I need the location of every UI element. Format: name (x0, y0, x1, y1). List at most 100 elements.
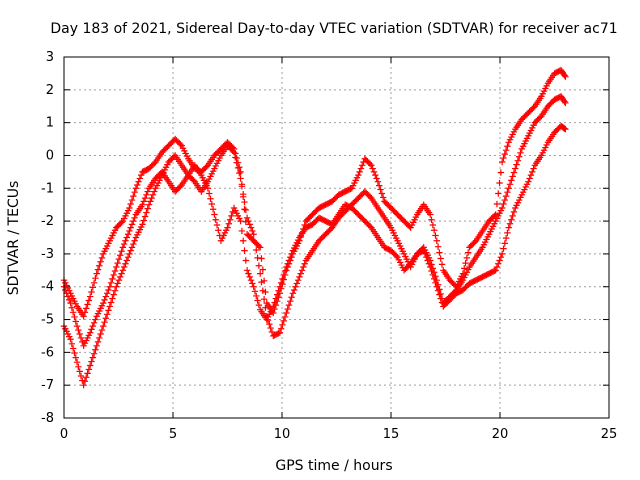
data-point (504, 229, 511, 237)
data-point (438, 261, 446, 268)
data-point (368, 162, 375, 169)
data-point (437, 255, 444, 262)
data-point (369, 165, 376, 172)
data-point (241, 198, 248, 206)
data-point (106, 303, 113, 310)
data-point (493, 263, 501, 271)
data-point (279, 275, 286, 283)
data-point (561, 98, 568, 105)
data-point (500, 245, 507, 252)
data-point (292, 283, 299, 290)
data-point (118, 219, 125, 226)
data-point (287, 253, 294, 261)
data-point (275, 287, 282, 294)
data-point (255, 262, 263, 269)
data-point (506, 220, 514, 227)
data-point (259, 266, 267, 273)
data-point (526, 175, 533, 182)
data-point (268, 328, 276, 336)
data-point (237, 168, 244, 176)
data-point (75, 363, 82, 371)
y-tick-label: -5 (41, 313, 54, 328)
data-point (72, 354, 79, 361)
x-axis-label: GPS time / hours (275, 458, 392, 474)
data-point (110, 271, 117, 279)
data-point (246, 221, 253, 228)
data-point (84, 301, 91, 308)
data-point (90, 350, 98, 357)
data-point (247, 276, 255, 284)
data-point (562, 126, 569, 133)
data-point (134, 181, 141, 189)
data-point (432, 232, 439, 239)
data-point (463, 254, 471, 262)
data-point (105, 286, 112, 294)
data-point (253, 292, 260, 300)
data-point (96, 262, 103, 269)
data-point (92, 316, 99, 323)
data-point (492, 267, 499, 274)
data-point (493, 200, 501, 208)
data-point (94, 266, 102, 273)
data-point (471, 238, 478, 246)
data-point (96, 334, 103, 342)
data-point (75, 326, 82, 334)
data-point (88, 358, 95, 365)
data-point (514, 157, 522, 164)
data-point (230, 148, 238, 156)
data-point (92, 274, 99, 282)
y-tick-label: -1 (41, 181, 54, 196)
data-point (280, 317, 287, 325)
data-point (236, 164, 243, 171)
data-point (245, 270, 252, 277)
data-point (94, 338, 102, 346)
data-point (71, 349, 78, 357)
x-tick-label: 25 (601, 427, 618, 442)
data-point (139, 221, 146, 228)
data-point (301, 260, 308, 267)
data-point (177, 141, 184, 148)
data-point (101, 296, 108, 304)
data-point (289, 290, 297, 297)
plot-frame (63, 56, 610, 419)
data-point (428, 267, 435, 275)
data-point (434, 287, 442, 294)
y-tick-label: -7 (41, 378, 54, 393)
data-point (77, 334, 85, 342)
data-point (111, 287, 119, 294)
data-point (293, 280, 301, 287)
data-point (495, 190, 502, 197)
x-tick-label: 5 (169, 427, 177, 442)
data-point (243, 267, 251, 274)
data-point (366, 193, 374, 201)
data-point (501, 196, 508, 204)
data-point (86, 329, 94, 336)
data-point (432, 279, 439, 286)
data-point (151, 160, 158, 167)
data-point (378, 190, 386, 197)
data-point (505, 224, 512, 231)
data-point (228, 212, 235, 220)
data-point (135, 178, 142, 185)
data-point (500, 154, 507, 162)
data-point (497, 169, 505, 176)
data-point (225, 220, 233, 227)
data-point (285, 257, 293, 264)
data-point (118, 248, 125, 255)
data-point (212, 216, 219, 223)
data-point (68, 304, 76, 311)
data-point (498, 158, 506, 166)
data-point (373, 175, 380, 182)
data-point (151, 188, 158, 195)
data-point (177, 183, 184, 190)
data-point (517, 149, 524, 157)
data-point (123, 257, 130, 264)
data-point (510, 208, 518, 216)
data-point (504, 189, 511, 196)
data-point (425, 260, 433, 267)
data-point (502, 147, 510, 154)
data-point (80, 381, 87, 389)
data-point (109, 275, 116, 283)
data-point (69, 345, 77, 352)
